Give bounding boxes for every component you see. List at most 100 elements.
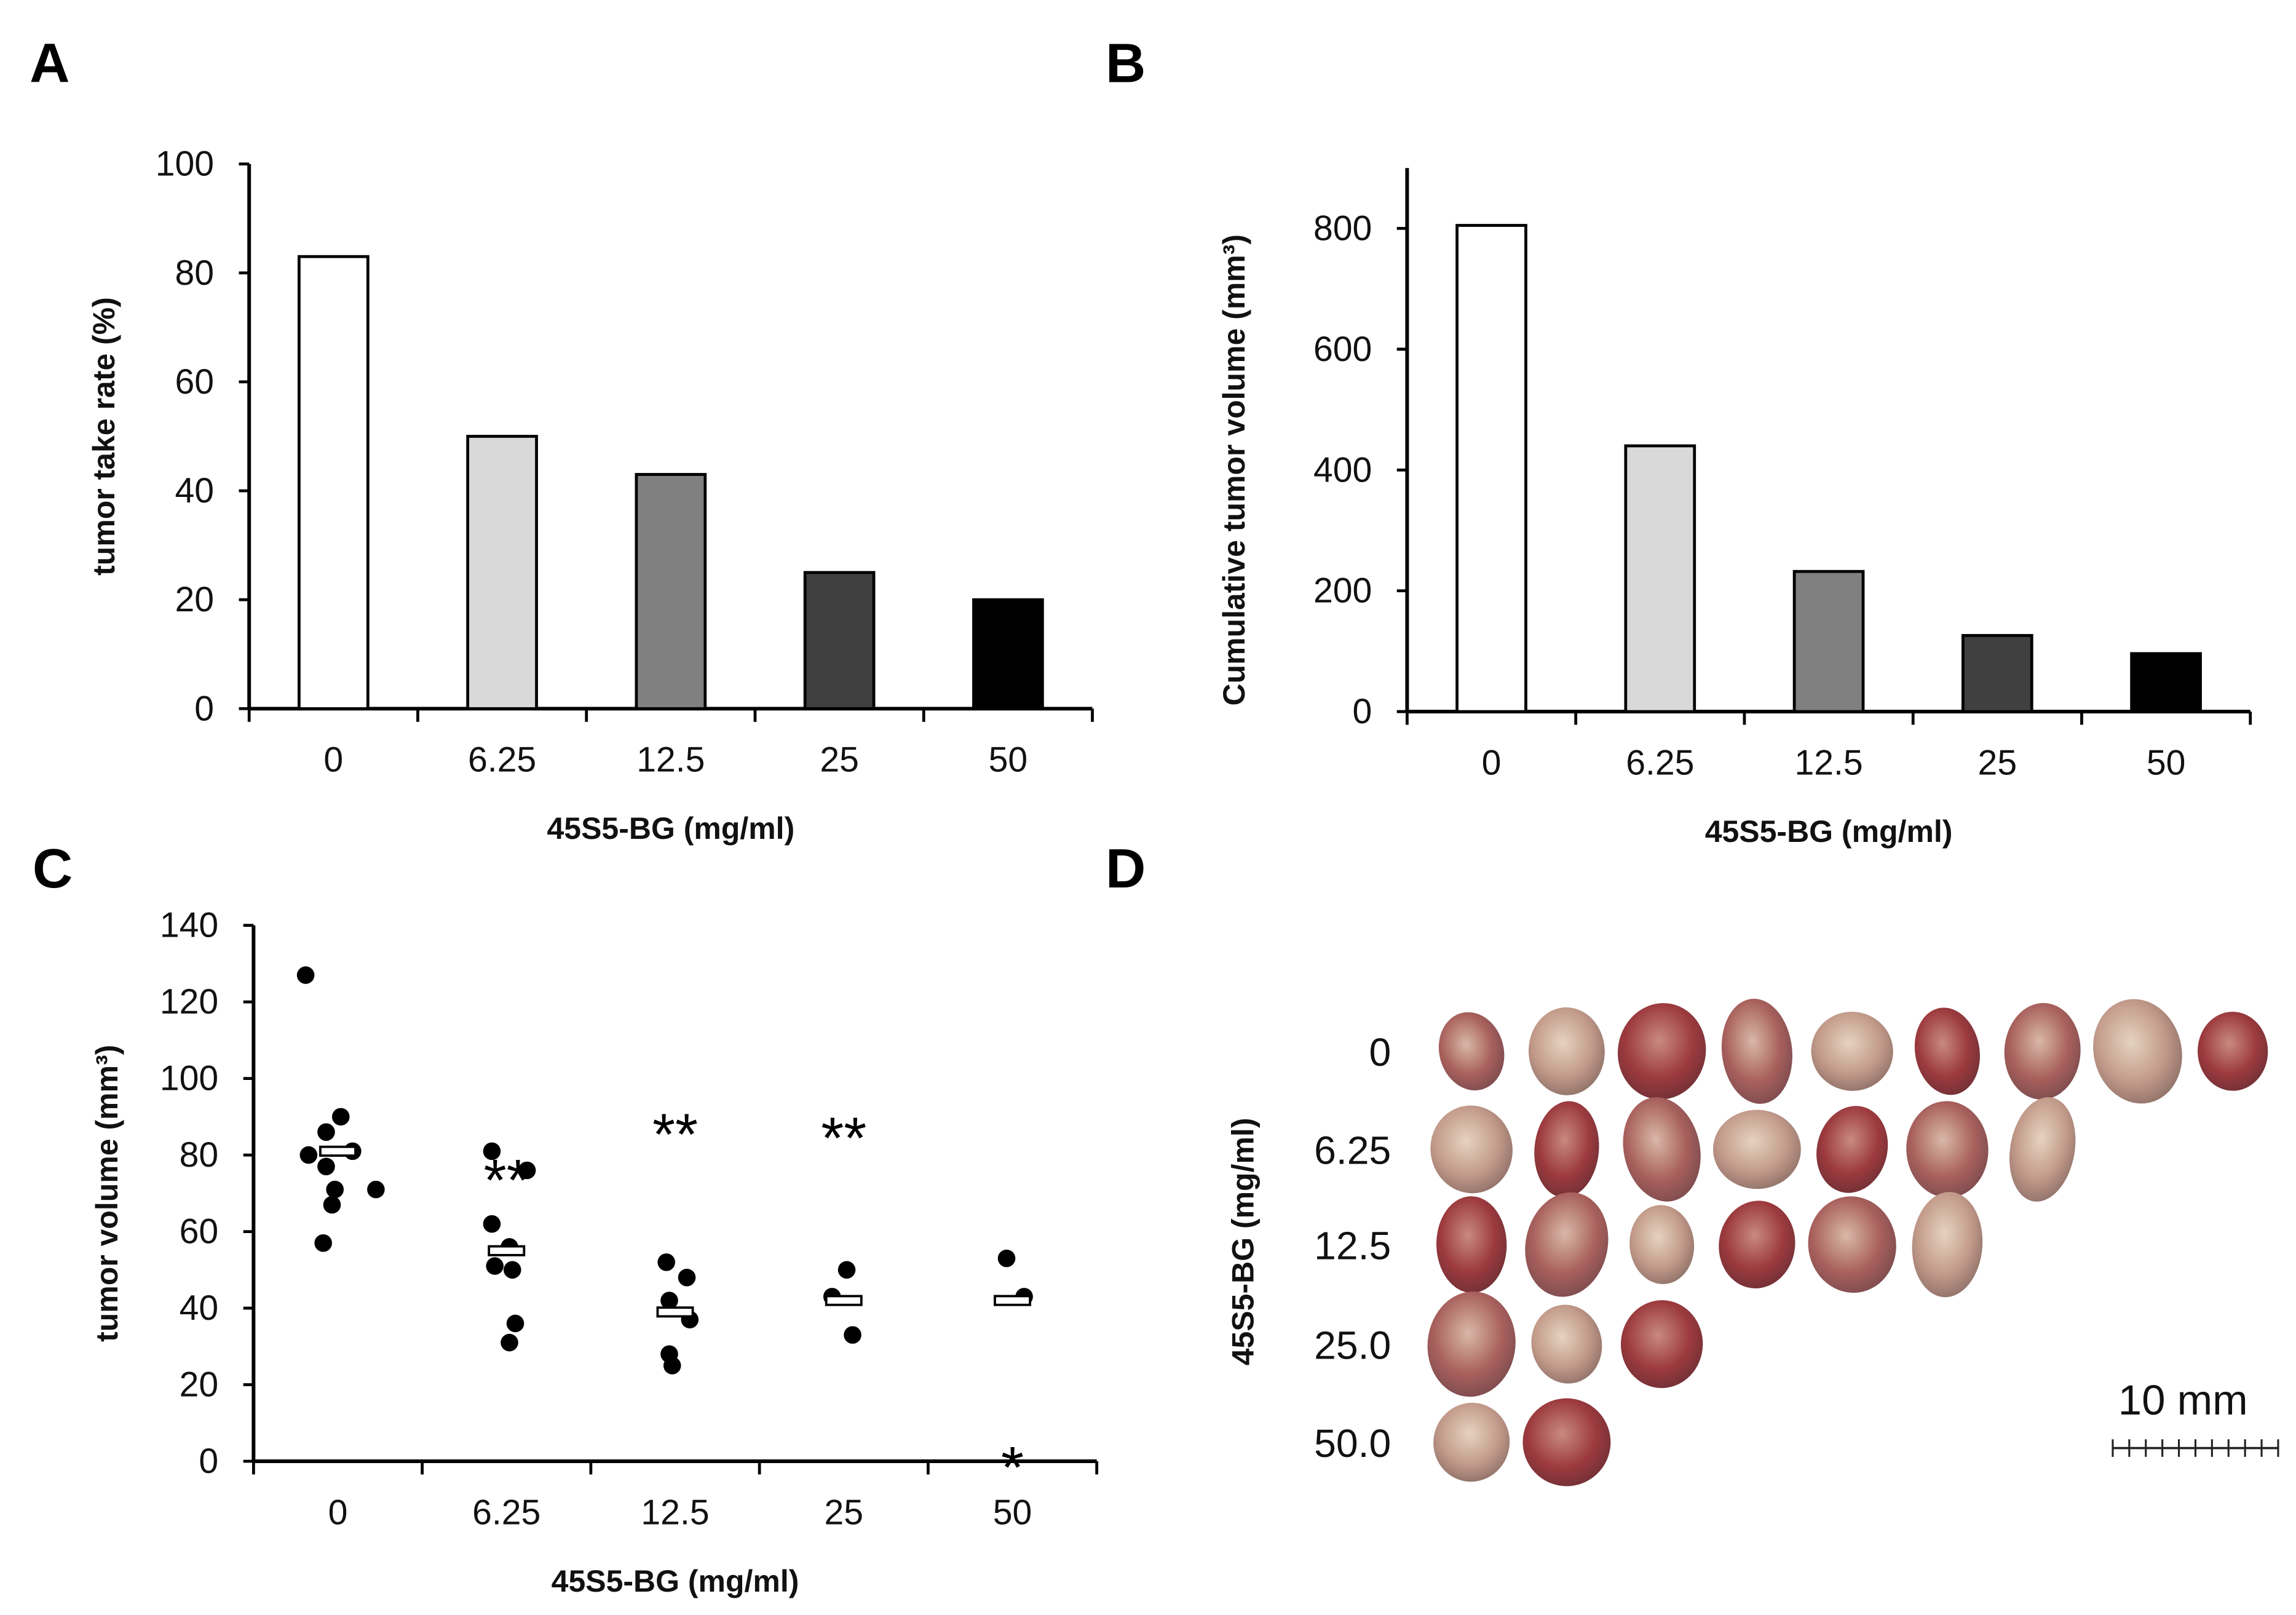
- y-axis-title: Cumulative tumor volume (mm³): [1217, 234, 1251, 706]
- mean-marker: [319, 1145, 357, 1157]
- panel-label-a: A: [30, 32, 69, 94]
- tumor-sample: [1721, 998, 1792, 1104]
- panel-label-c: C: [33, 838, 73, 900]
- mean-marker: [825, 1295, 863, 1306]
- tumor-sample: [2093, 999, 2182, 1104]
- x-tick-label: 25: [1978, 743, 2017, 782]
- tumor-sample: [1629, 1205, 1695, 1284]
- data-point: [997, 1249, 1016, 1268]
- x-tick-label: 25: [825, 1493, 864, 1532]
- data-point: [317, 1123, 335, 1141]
- y-tick-label: 400: [1313, 450, 1372, 490]
- data-point: [323, 1196, 341, 1214]
- bar-50: [2130, 652, 2202, 713]
- x-tick-label: 0: [323, 740, 343, 780]
- bar-6.25: [466, 435, 538, 710]
- tumor-sample: [1427, 1291, 1516, 1397]
- x-axis-title: 45S5-BG (mg/ml): [547, 811, 794, 846]
- y-tick-label: 40: [175, 471, 215, 510]
- row-label: 0: [1369, 1030, 1391, 1074]
- data-point: [837, 1261, 856, 1279]
- tumor-sample: [1712, 1109, 1801, 1189]
- data-point: [331, 1108, 350, 1126]
- x-tick-label: 12.5: [641, 1493, 709, 1532]
- y-tick-label: 200: [1313, 571, 1372, 611]
- bar-0: [298, 255, 370, 710]
- tumor-sample: [1811, 1012, 1893, 1091]
- chart-b: 0 200 400 600 800 0 6.25 12.5 25 50 45S5-BG (mg/ml…: [1217, 168, 2252, 849]
- y-axis-title: tumor volume (mm³): [90, 1045, 124, 1342]
- tumor-sample: [1433, 1402, 1510, 1482]
- tumor-sample: [2009, 1097, 2076, 1202]
- data-point: [518, 1161, 536, 1180]
- tumor-sample: [1531, 1304, 1602, 1384]
- y-tick-label: 100: [160, 1059, 218, 1098]
- row-label: 25.0: [1314, 1323, 1391, 1367]
- y-tick-label: 20: [180, 1365, 219, 1405]
- significance-marker: *: [1001, 1435, 1024, 1501]
- significance-marker: **: [821, 1106, 866, 1172]
- tumor-sample: [1438, 1012, 1505, 1090]
- chart-a: 0 20 40 60 80 100 0 6.25 12.5 25 50 45S5-BG (mg/ml)…: [87, 145, 1094, 846]
- chart-c: 0 20 40 60 80 100 120 140 0 6.25 12.5 25 50 45S5-BG (…: [90, 906, 1099, 1598]
- bar-12.5: [1792, 569, 1865, 713]
- data-point: [367, 1180, 385, 1199]
- y-tick-label: 60: [175, 362, 215, 402]
- y-tick-label: 0: [199, 1442, 218, 1481]
- bar-0: [1455, 224, 1527, 713]
- data-point: [314, 1234, 332, 1252]
- significance-marker: **: [652, 1102, 698, 1167]
- tumor-sample: [2198, 1012, 2268, 1091]
- bar-25: [1961, 633, 2033, 713]
- tumor-sample: [1914, 1007, 1980, 1095]
- data-point: [501, 1333, 518, 1352]
- tumor-sample: [1620, 1300, 1703, 1388]
- y-tick-label: 0: [1352, 692, 1372, 731]
- x-tick-label: 0: [1482, 743, 1502, 782]
- data-point: [296, 966, 315, 984]
- x-axis-title: 45S5-BG (mg/ml): [552, 1564, 799, 1598]
- tumor-sample: [2004, 1002, 2081, 1100]
- tumor-sample: [1906, 1101, 1989, 1198]
- data-point: [299, 1146, 318, 1164]
- tumor-sample: [1436, 1196, 1507, 1293]
- data-point: [483, 1142, 501, 1161]
- data-point: [657, 1253, 676, 1271]
- tumor-sample: [1816, 1106, 1888, 1193]
- tumor-sample: [1525, 1192, 1609, 1297]
- tumor-sample: [1430, 1105, 1513, 1194]
- x-tick-label: 6.25: [472, 1493, 540, 1532]
- data-point: [486, 1257, 504, 1275]
- tumor-sample: [1522, 1398, 1611, 1486]
- tumor-sample: [1528, 1007, 1605, 1095]
- data-point: [483, 1215, 501, 1233]
- y-tick-label: 600: [1313, 330, 1372, 369]
- photo-y-axis-title: 45S5-BG (mg/ml): [1225, 1118, 1260, 1366]
- y-tick-label: 40: [180, 1288, 219, 1328]
- x-tick-label: 50: [993, 1493, 1032, 1532]
- data-point: [326, 1180, 344, 1199]
- significance-marker: **: [484, 1148, 529, 1213]
- data-point: [844, 1326, 861, 1344]
- bar-12.5: [635, 473, 707, 710]
- data-point: [663, 1357, 681, 1375]
- bar-6.25: [1624, 444, 1696, 713]
- x-tick-label: 50: [989, 740, 1028, 780]
- scale-bar-label: 10 mm: [2118, 1376, 2248, 1424]
- x-tick-label: 25: [820, 740, 859, 780]
- x-axis-title: 45S5-BG (mg/ml): [1705, 814, 1953, 849]
- y-tick-label: 80: [180, 1135, 219, 1175]
- x-tick-label: 6.25: [468, 740, 536, 780]
- x-tick-label: 0: [328, 1493, 348, 1532]
- data-point: [506, 1314, 525, 1333]
- x-tick-label: 12.5: [636, 740, 705, 780]
- x-tick-label: 12.5: [1794, 743, 1863, 782]
- data-point: [317, 1157, 335, 1176]
- data-point: [503, 1261, 521, 1279]
- row-label: 12.5: [1314, 1223, 1391, 1268]
- tumor-sample: [1534, 1101, 1599, 1198]
- data-point: [678, 1268, 696, 1287]
- y-tick-label: 120: [160, 982, 218, 1022]
- y-tick-label: 80: [175, 253, 215, 293]
- tumor-sample: [1623, 1097, 1701, 1202]
